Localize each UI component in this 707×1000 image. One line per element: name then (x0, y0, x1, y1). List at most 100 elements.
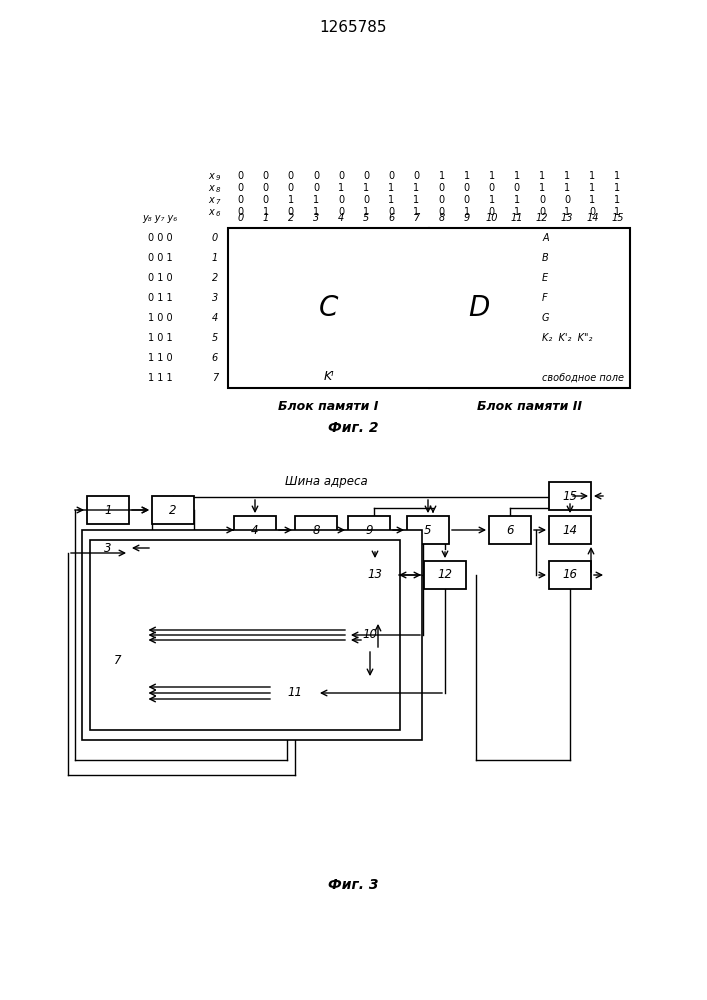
Text: y₈ y₇ y₆: y₈ y₇ y₆ (142, 213, 177, 223)
Text: 1: 1 (464, 171, 469, 181)
Text: 4: 4 (251, 524, 259, 536)
Text: 1 1 1: 1 1 1 (148, 373, 173, 383)
Bar (87, 496, 129, 524)
Text: 1: 1 (564, 183, 571, 193)
Text: 0: 0 (489, 207, 495, 217)
Text: 1: 1 (414, 207, 419, 217)
Bar (87, 534, 129, 562)
Text: 10: 10 (363, 629, 378, 642)
Bar (354, 561, 396, 589)
Text: 0: 0 (589, 207, 595, 217)
Text: 2: 2 (288, 213, 294, 223)
Text: 1: 1 (539, 183, 545, 193)
Text: 0: 0 (539, 207, 545, 217)
Text: 6: 6 (212, 353, 218, 363)
Text: 5: 5 (424, 524, 432, 536)
Text: 1265785: 1265785 (320, 20, 387, 35)
Bar (234, 516, 276, 544)
Text: 7: 7 (414, 213, 419, 223)
Text: 1: 1 (313, 207, 319, 217)
Text: 1: 1 (564, 171, 571, 181)
Text: 14: 14 (586, 213, 599, 223)
Text: 11: 11 (288, 686, 303, 700)
Text: 9: 9 (366, 524, 373, 536)
Bar (273, 679, 317, 707)
Text: Блок памяти I: Блок памяти I (279, 399, 379, 412)
Text: 1: 1 (414, 183, 419, 193)
Bar (549, 482, 591, 510)
Text: 1: 1 (388, 183, 395, 193)
Text: 9: 9 (464, 213, 470, 223)
Text: 1: 1 (388, 195, 395, 205)
Text: Шина адреса: Шина адреса (285, 476, 368, 488)
Bar (489, 516, 531, 544)
Text: 0: 0 (363, 171, 369, 181)
Text: 1: 1 (363, 183, 369, 193)
Text: 0: 0 (288, 183, 294, 193)
Text: 1: 1 (313, 195, 319, 205)
Text: E: E (542, 273, 548, 283)
Text: 1: 1 (262, 207, 269, 217)
Text: 2: 2 (169, 504, 177, 516)
Text: 0 1 0: 0 1 0 (148, 273, 173, 283)
Text: 5: 5 (212, 333, 218, 343)
Text: 1: 1 (438, 171, 445, 181)
Text: x: x (209, 195, 214, 205)
Text: 7: 7 (115, 654, 122, 666)
Text: 7: 7 (212, 373, 218, 383)
Text: 4: 4 (338, 213, 344, 223)
Text: 0: 0 (464, 183, 469, 193)
Text: 1: 1 (514, 195, 520, 205)
Text: 3: 3 (312, 213, 319, 223)
Text: x: x (209, 207, 214, 217)
Text: 1: 1 (363, 207, 369, 217)
Text: 1: 1 (338, 183, 344, 193)
Text: 0: 0 (514, 183, 520, 193)
Text: 15: 15 (611, 213, 624, 223)
Text: 12: 12 (536, 213, 549, 223)
Text: 1: 1 (104, 504, 112, 516)
Text: 0 0 1: 0 0 1 (148, 253, 173, 263)
Text: x: x (209, 183, 214, 193)
Text: 6: 6 (388, 213, 395, 223)
Bar (424, 561, 466, 589)
Text: 10: 10 (486, 213, 498, 223)
Text: 1: 1 (539, 171, 545, 181)
Text: 11: 11 (510, 213, 523, 223)
Text: 0 0 0: 0 0 0 (148, 233, 173, 243)
Text: 0: 0 (262, 195, 269, 205)
Text: 1 0 0: 1 0 0 (148, 313, 173, 323)
Text: A: A (542, 233, 549, 243)
Text: 0: 0 (414, 171, 419, 181)
Text: F: F (542, 293, 548, 303)
Text: 1: 1 (414, 195, 419, 205)
Bar (348, 621, 392, 649)
Text: 0: 0 (338, 207, 344, 217)
Text: 8: 8 (438, 213, 445, 223)
Text: 0: 0 (238, 207, 244, 217)
Text: 0: 0 (313, 183, 319, 193)
Bar (549, 516, 591, 544)
Text: 0: 0 (489, 183, 495, 193)
Text: 0: 0 (238, 183, 244, 193)
Bar (407, 516, 449, 544)
Text: 1: 1 (288, 195, 294, 205)
Bar (152, 496, 194, 524)
Text: 0: 0 (262, 171, 269, 181)
Text: 1 1 0: 1 1 0 (148, 353, 173, 363)
Text: Kᴵ: Kᴵ (323, 369, 334, 382)
Text: 1: 1 (464, 207, 469, 217)
Text: 2: 2 (212, 273, 218, 283)
Text: 6: 6 (216, 211, 220, 217)
Text: 0: 0 (238, 213, 244, 223)
Text: 16: 16 (563, 568, 578, 582)
Text: 5: 5 (363, 213, 369, 223)
Text: 0: 0 (238, 171, 244, 181)
Text: 8: 8 (216, 187, 220, 193)
Text: 0: 0 (288, 171, 294, 181)
Text: 1: 1 (589, 183, 595, 193)
Text: Фиг. 2: Фиг. 2 (328, 421, 378, 435)
Bar (90, 600, 146, 720)
Text: 13: 13 (561, 213, 573, 223)
Text: 0: 0 (262, 183, 269, 193)
